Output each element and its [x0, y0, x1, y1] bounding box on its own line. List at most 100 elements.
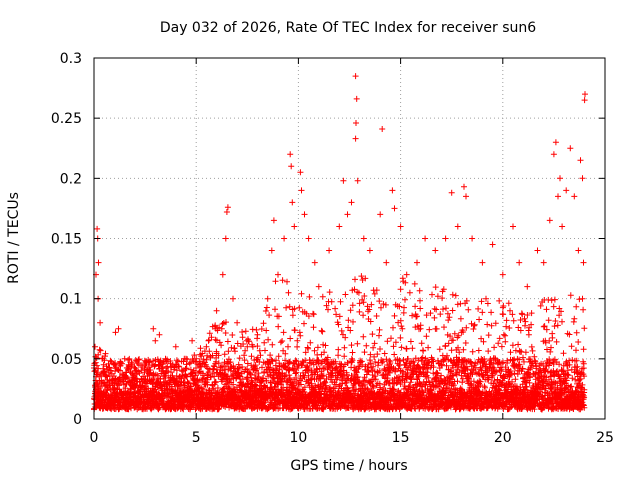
data-point [200, 356, 207, 363]
data-point [433, 369, 440, 376]
data-point [263, 377, 270, 384]
data-point [341, 344, 348, 351]
data-point [345, 317, 352, 324]
data-point [266, 366, 273, 372]
data-point [271, 404, 278, 411]
data-point [498, 343, 505, 350]
data-point [512, 376, 519, 383]
data-point [305, 313, 312, 320]
data-point [546, 337, 553, 344]
data-point [515, 341, 522, 348]
data-point [514, 371, 521, 378]
data-point [253, 326, 260, 333]
data-point [254, 343, 261, 350]
data-point [214, 385, 221, 391]
data-point [403, 345, 410, 352]
data-point [319, 328, 326, 335]
data-point [502, 338, 509, 345]
data-point [286, 366, 293, 373]
data-point [132, 383, 139, 390]
data-point [262, 308, 269, 314]
data-point [335, 346, 342, 353]
data-point [360, 378, 367, 385]
data-point [221, 351, 228, 358]
data-point [192, 406, 199, 413]
data-point [204, 352, 211, 359]
data-point [520, 354, 526, 361]
data-point [465, 306, 472, 313]
data-point [392, 366, 399, 373]
data-point [222, 330, 229, 336]
data-point [257, 352, 264, 359]
data-point [285, 367, 292, 374]
data-point [382, 301, 389, 308]
data-point [379, 359, 385, 366]
data-point [275, 353, 282, 360]
data-point [208, 334, 215, 341]
data-point [397, 389, 404, 396]
data-point [560, 350, 567, 357]
data-point [500, 311, 507, 318]
data-point [438, 362, 445, 369]
data-point [235, 361, 242, 368]
data-point [399, 325, 406, 332]
data-point [368, 301, 375, 308]
data-point [553, 338, 560, 345]
data-point [397, 381, 404, 388]
data-point [450, 382, 457, 389]
data-point [360, 299, 367, 306]
data-point [132, 375, 139, 381]
data-point [186, 360, 193, 367]
data-point [360, 333, 367, 340]
data-point [550, 361, 557, 367]
data-point [298, 290, 305, 297]
data-point [212, 322, 219, 329]
data-point [269, 358, 276, 365]
data-point [507, 307, 513, 314]
data-point [282, 357, 289, 364]
data-point [376, 332, 382, 339]
data-point [510, 317, 517, 324]
data-point [563, 358, 570, 365]
data-point [335, 321, 342, 328]
data-point [548, 344, 554, 351]
data-point [377, 384, 384, 391]
data-point [431, 305, 438, 312]
data-point [496, 387, 503, 394]
data-point [310, 311, 317, 318]
data-point [443, 305, 449, 312]
data-point [119, 360, 125, 367]
data-point [438, 372, 445, 379]
data-point [93, 362, 100, 369]
data-point [377, 346, 383, 352]
data-point [416, 380, 423, 386]
data-point [206, 348, 213, 355]
data-point [406, 382, 413, 389]
data-point [376, 326, 383, 333]
data-point [556, 361, 563, 368]
data-point [431, 314, 438, 321]
data-point [500, 359, 507, 366]
data-point [336, 313, 343, 320]
data-point [370, 344, 377, 351]
data-point [226, 376, 233, 383]
data-point [224, 360, 231, 367]
data-point [361, 293, 368, 299]
data-point [406, 289, 413, 296]
data-point [332, 365, 339, 372]
data-point [479, 309, 486, 316]
data-point [93, 355, 100, 361]
data-point [287, 335, 294, 342]
data-point [252, 362, 259, 369]
data-point [417, 305, 424, 312]
data-point [241, 357, 248, 364]
data-point [455, 344, 461, 351]
data-point [509, 311, 516, 318]
data-point [308, 375, 315, 382]
data-point [276, 360, 283, 367]
data-point [138, 367, 145, 374]
data-point [301, 388, 308, 395]
data-point [215, 352, 222, 359]
data-point [547, 348, 554, 355]
data-point [318, 327, 325, 334]
